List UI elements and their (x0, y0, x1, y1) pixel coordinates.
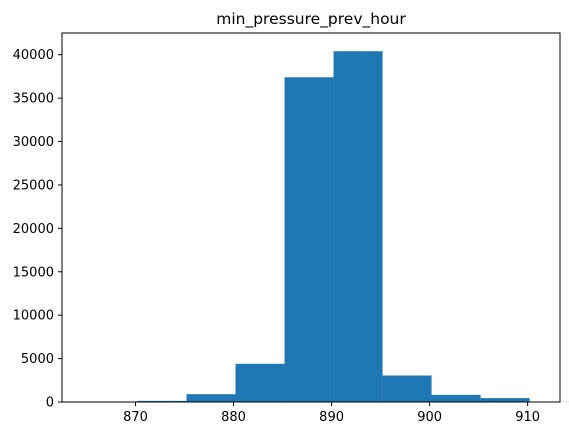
x-tick-label-0: 870 (123, 410, 148, 425)
chart-title: min_pressure_prev_hour (216, 10, 406, 29)
histogram-bars (88, 51, 569, 402)
y-tick-label-4: 20000 (13, 222, 54, 237)
y-tick-label-3: 15000 (13, 265, 54, 280)
x-tick-label-4: 910 (515, 410, 540, 425)
x-tick-label-2: 890 (319, 410, 344, 425)
histogram-bar-1 (137, 400, 187, 402)
x-tick-label-1: 880 (221, 410, 246, 425)
y-tick-label-8: 40000 (13, 48, 54, 63)
y-tick-label-2: 10000 (13, 309, 54, 324)
x-tick-label-3: 900 (417, 410, 442, 425)
plot-area-frame (61, 32, 561, 403)
histogram-bar-6 (382, 375, 432, 402)
y-tick-label-6: 30000 (13, 135, 54, 150)
y-tick-label-1: 5000 (21, 352, 54, 367)
y-tick-label-5: 25000 (13, 178, 54, 193)
y-axis-ticks: 0 5000 10000 15000 20000 25000 30000 35000 40000 (13, 48, 62, 411)
y-tick-label-0: 0 (46, 396, 54, 411)
histogram-bar-3 (235, 363, 285, 402)
histogram-bar-5 (333, 51, 383, 402)
histogram-bar-7 (431, 394, 481, 402)
histogram-bar-2 (186, 394, 236, 402)
histogram-bar-4 (284, 77, 334, 402)
x-axis-ticks: 870 880 890 900 910 (123, 402, 540, 425)
histogram-bar-8 (480, 398, 530, 402)
y-tick-label-7: 35000 (13, 92, 54, 107)
